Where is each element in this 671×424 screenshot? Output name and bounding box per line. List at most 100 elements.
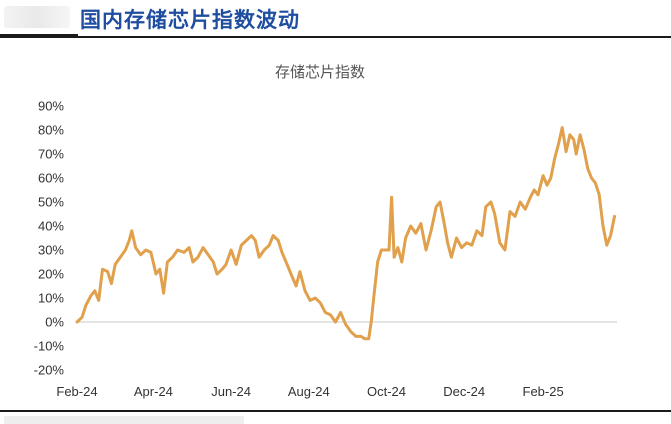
data-point [119,256,122,259]
data-point [609,234,612,237]
data-point [537,193,539,196]
x-tick-label: Feb-24 [56,384,97,399]
data-point [385,249,388,251]
data-point [435,205,438,208]
data-point [533,189,536,191]
data-point [166,261,169,263]
data-point [404,237,407,239]
data-point [598,193,601,196]
data-point [281,251,283,254]
data-point [372,297,375,299]
data-point [254,239,257,242]
data-point [344,323,347,326]
section-title: 国内存储芯片指数波动 [80,7,300,32]
y-tick-label: 70% [38,147,64,162]
data-point [176,249,179,251]
data-point [230,249,233,251]
data-point [439,201,441,203]
y-tick-label: 90% [38,99,64,114]
data-point [339,311,342,314]
data-point [207,253,210,256]
data-point [590,177,593,179]
data-point [101,268,104,271]
data-point [130,229,133,232]
data-point [124,249,127,251]
data-point [529,196,532,199]
header-rule [0,36,671,38]
y-tick-label: -10% [34,339,65,354]
data-point [509,210,511,213]
data-point [128,239,131,242]
data-point [81,316,83,319]
data-point [549,177,552,179]
data-point [183,251,185,254]
blurred-source-note [4,416,244,424]
data-point [299,270,301,273]
x-tick-label: Feb-25 [523,384,564,399]
data-point [613,215,616,218]
data-point [319,301,322,304]
data-point [304,289,306,292]
data-point [376,261,379,263]
data-point [106,270,109,273]
report-header: 国内存储芯片指数波动 [0,0,671,40]
data-point [579,133,581,136]
data-point [97,299,100,302]
data-point [569,133,571,136]
y-tick-label: 60% [38,171,64,186]
data-point [380,249,383,251]
data-point [155,273,157,275]
data-point [263,249,266,251]
data-point [216,273,219,275]
data-point [188,246,191,249]
data-point [460,246,463,249]
data-point [605,244,608,247]
data-point [221,268,224,271]
data-point [602,225,604,227]
data-point [514,215,516,218]
data-point [139,253,142,256]
data-point [420,222,422,225]
y-tick-label: 80% [38,123,64,138]
data-point [349,330,352,333]
x-tick-label: Jun-24 [211,384,251,399]
data-point [524,208,527,211]
data-point [397,246,399,249]
data-point [360,335,362,338]
data-point [370,321,373,323]
data-point [470,244,473,247]
data-point [314,297,317,299]
data-point [476,229,478,232]
data-point [553,157,556,160]
footer-rule [0,410,671,412]
data-point [277,239,280,242]
data-point [240,244,243,247]
data-point [134,246,137,249]
data-point [546,184,548,187]
data-point [110,282,113,285]
data-point [367,337,370,340]
data-point [93,289,96,292]
data-point [355,335,357,338]
data-point [250,234,253,237]
data-point [202,246,205,249]
plot-area [75,126,616,341]
x-tick-label: Oct-24 [367,384,406,399]
data-point [171,256,174,259]
data-point [76,321,78,323]
data-point [572,138,575,141]
y-tick-label: 0% [45,315,64,330]
data-point [414,232,417,235]
data-point [235,263,238,266]
series-line [75,126,616,341]
data-point [442,220,445,223]
data-point [150,251,152,254]
data-point [430,229,432,232]
data-point [286,263,288,266]
data-point [575,153,578,155]
chart-svg: 存储芯片指数 -20% -10% 0% 10% 20% 30% 40% 50% 60% 70% 80… [34,63,617,399]
blurred-logo [4,6,70,28]
data-point [225,263,227,266]
data-point [329,313,332,316]
data-point [268,244,271,247]
